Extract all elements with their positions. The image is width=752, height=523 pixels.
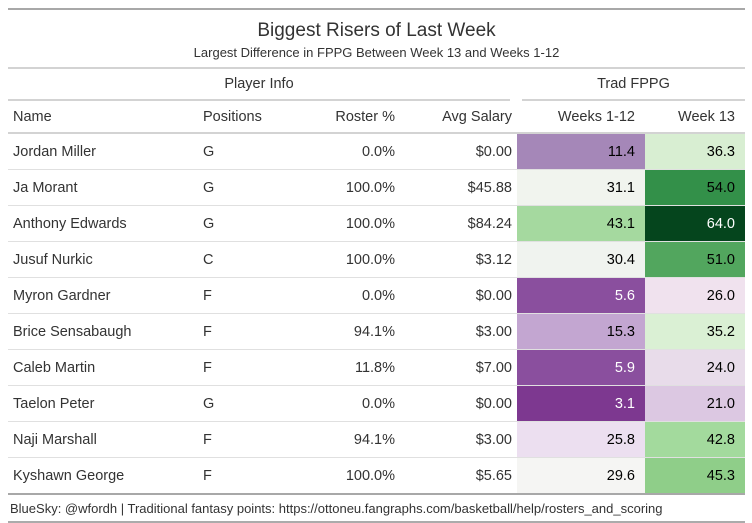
- cell-avg-salary: $3.00: [475, 431, 512, 448]
- cell-weeks-1-12-fppg: 29.6: [517, 458, 645, 493]
- cell-week-13-fppg: 42.8: [645, 422, 745, 457]
- cell-positions: F: [203, 359, 212, 376]
- column-header-positions: Positions: [203, 108, 262, 125]
- cell-roster-pct: 0.0%: [361, 395, 395, 412]
- spanner-player-info: Player Info: [8, 69, 510, 101]
- cell-player-name: Caleb Martin: [13, 359, 96, 376]
- cell-positions: G: [203, 179, 215, 196]
- risers-table: Biggest Risers of Last Week Largest Diff…: [8, 8, 745, 523]
- cell-player-name: Ja Morant: [13, 179, 78, 196]
- cell-positions: G: [203, 143, 215, 160]
- cell-roster-pct: 100.0%: [345, 251, 395, 268]
- spanner-gap: [510, 69, 522, 101]
- table-row: Myron Gardner F 0.0% $0.00 5.6 26.0: [8, 278, 745, 314]
- cell-player-name: Taelon Peter: [13, 395, 95, 412]
- cell-avg-salary: $7.00: [475, 359, 512, 376]
- table-row: Jusuf Nurkic C 100.0% $3.12 30.4 51.0: [8, 242, 745, 278]
- cell-player-name: Jusuf Nurkic: [13, 251, 93, 268]
- cell-roster-pct: 94.1%: [353, 323, 395, 340]
- cell-positions: F: [203, 287, 212, 304]
- cell-week-13-fppg: 54.0: [645, 170, 745, 205]
- table-row: Kyshawn George F 100.0% $5.65 29.6 45.3: [8, 458, 745, 493]
- cell-avg-salary: $0.00: [475, 395, 512, 412]
- column-header-weeks-1-12: Weeks 1-12: [557, 108, 635, 125]
- table-heading: Biggest Risers of Last Week Largest Diff…: [8, 10, 745, 69]
- cell-week-13-fppg: 51.0: [645, 242, 745, 277]
- column-header-roster-pct: Roster %: [335, 108, 395, 125]
- column-header-row: Name Positions Roster % Avg Salary Weeks…: [8, 101, 745, 134]
- column-header-avg-salary: Avg Salary: [442, 108, 512, 125]
- cell-weeks-1-12-fppg: 30.4: [517, 242, 645, 277]
- cell-player-name: Brice Sensabaugh: [13, 323, 132, 340]
- cell-positions: F: [203, 323, 212, 340]
- cell-week-13-fppg: 64.0: [645, 206, 745, 241]
- table-row: Brice Sensabaugh F 94.1% $3.00 15.3 35.2: [8, 314, 745, 350]
- spanner-trad-fppg: Trad FPPG: [522, 69, 745, 101]
- cell-positions: F: [203, 431, 212, 448]
- cell-week-13-fppg: 45.3: [645, 458, 745, 493]
- cell-weeks-1-12-fppg: 5.6: [517, 278, 645, 313]
- cell-avg-salary: $3.12: [475, 251, 512, 268]
- cell-avg-salary: $3.00: [475, 323, 512, 340]
- cell-week-13-fppg: 36.3: [645, 134, 745, 169]
- cell-week-13-fppg: 21.0: [645, 386, 745, 421]
- cell-week-13-fppg: 35.2: [645, 314, 745, 349]
- cell-avg-salary: $0.00: [475, 287, 512, 304]
- cell-week-13-fppg: 24.0: [645, 350, 745, 385]
- cell-weeks-1-12-fppg: 3.1: [517, 386, 645, 421]
- cell-player-name: Myron Gardner: [13, 287, 111, 304]
- cell-player-name: Kyshawn George: [13, 467, 125, 484]
- cell-player-name: Anthony Edwards: [13, 215, 127, 232]
- cell-weeks-1-12-fppg: 5.9: [517, 350, 645, 385]
- cell-week-13-fppg: 26.0: [645, 278, 745, 313]
- table-row: Ja Morant G 100.0% $45.88 31.1 54.0: [8, 170, 745, 206]
- column-header-name: Name: [13, 108, 52, 125]
- table-row: Naji Marshall F 94.1% $3.00 25.8 42.8: [8, 422, 745, 458]
- cell-positions: F: [203, 467, 212, 484]
- cell-roster-pct: 11.8%: [354, 359, 395, 376]
- cell-roster-pct: 94.1%: [353, 431, 395, 448]
- cell-positions: G: [203, 395, 215, 412]
- cell-avg-salary: $0.00: [475, 143, 512, 160]
- cell-roster-pct: 0.0%: [361, 287, 395, 304]
- cell-positions: G: [203, 215, 215, 232]
- table-row: Caleb Martin F 11.8% $7.00 5.9 24.0: [8, 350, 745, 386]
- cell-avg-salary: $45.88: [467, 179, 512, 196]
- cell-weeks-1-12-fppg: 43.1: [517, 206, 645, 241]
- cell-weeks-1-12-fppg: 31.1: [517, 170, 645, 205]
- table-body: Jordan Miller G 0.0% $0.00 11.4 36.3 Ja …: [8, 134, 745, 495]
- cell-roster-pct: 100.0%: [345, 215, 395, 232]
- cell-positions: C: [203, 251, 214, 268]
- cell-player-name: Jordan Miller: [13, 143, 96, 160]
- column-spanner-row: Player Info Trad FPPG: [8, 69, 745, 101]
- cell-weeks-1-12-fppg: 11.4: [517, 134, 645, 169]
- column-header-week-13: Week 13: [678, 108, 735, 125]
- table-title: Biggest Risers of Last Week: [257, 20, 496, 41]
- cell-roster-pct: 100.0%: [345, 467, 395, 484]
- table-row: Taelon Peter G 0.0% $0.00 3.1 21.0: [8, 386, 745, 422]
- cell-weeks-1-12-fppg: 15.3: [517, 314, 645, 349]
- table-subtitle: Largest Difference in FPPG Between Week …: [193, 45, 560, 60]
- cell-avg-salary: $84.24: [467, 215, 512, 232]
- cell-weeks-1-12-fppg: 25.8: [517, 422, 645, 457]
- cell-roster-pct: 100.0%: [345, 179, 395, 196]
- table-row: Anthony Edwards G 100.0% $84.24 43.1 64.…: [8, 206, 745, 242]
- source-note: BlueSky: @wfordh | Traditional fantasy p…: [8, 495, 745, 523]
- table-row: Jordan Miller G 0.0% $0.00 11.4 36.3: [8, 134, 745, 170]
- cell-player-name: Naji Marshall: [13, 431, 97, 448]
- cell-avg-salary: $5.65: [475, 467, 512, 484]
- cell-roster-pct: 0.0%: [361, 143, 395, 160]
